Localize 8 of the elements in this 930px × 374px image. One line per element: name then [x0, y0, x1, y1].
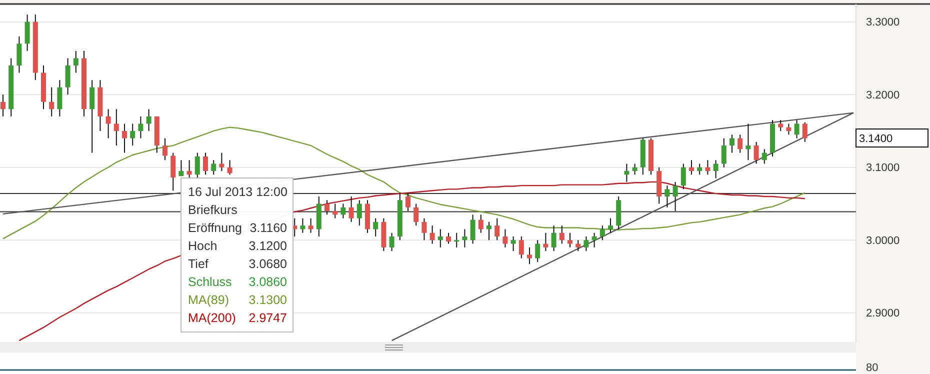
- y-tick-label: 3.0000: [866, 234, 900, 247]
- y-tick-label: 3.3000: [866, 16, 900, 29]
- y-tick-label: 3.1000: [866, 162, 900, 174]
- y-tick-label: 3.2000: [866, 89, 900, 102]
- text: 80: [866, 362, 878, 374]
- text: 3.1400: [859, 132, 893, 145]
- text: 16 Jul 2013 12:00 Briefkurs Eröffnung 3.1160 Hoch 3.1200 Tief 3.0680 Schluss 3.0860 MA(89) 3.1300 MA(200) 2.9747: [188, 185, 288, 325]
- y-tick-label: 2.9000: [866, 308, 900, 320]
